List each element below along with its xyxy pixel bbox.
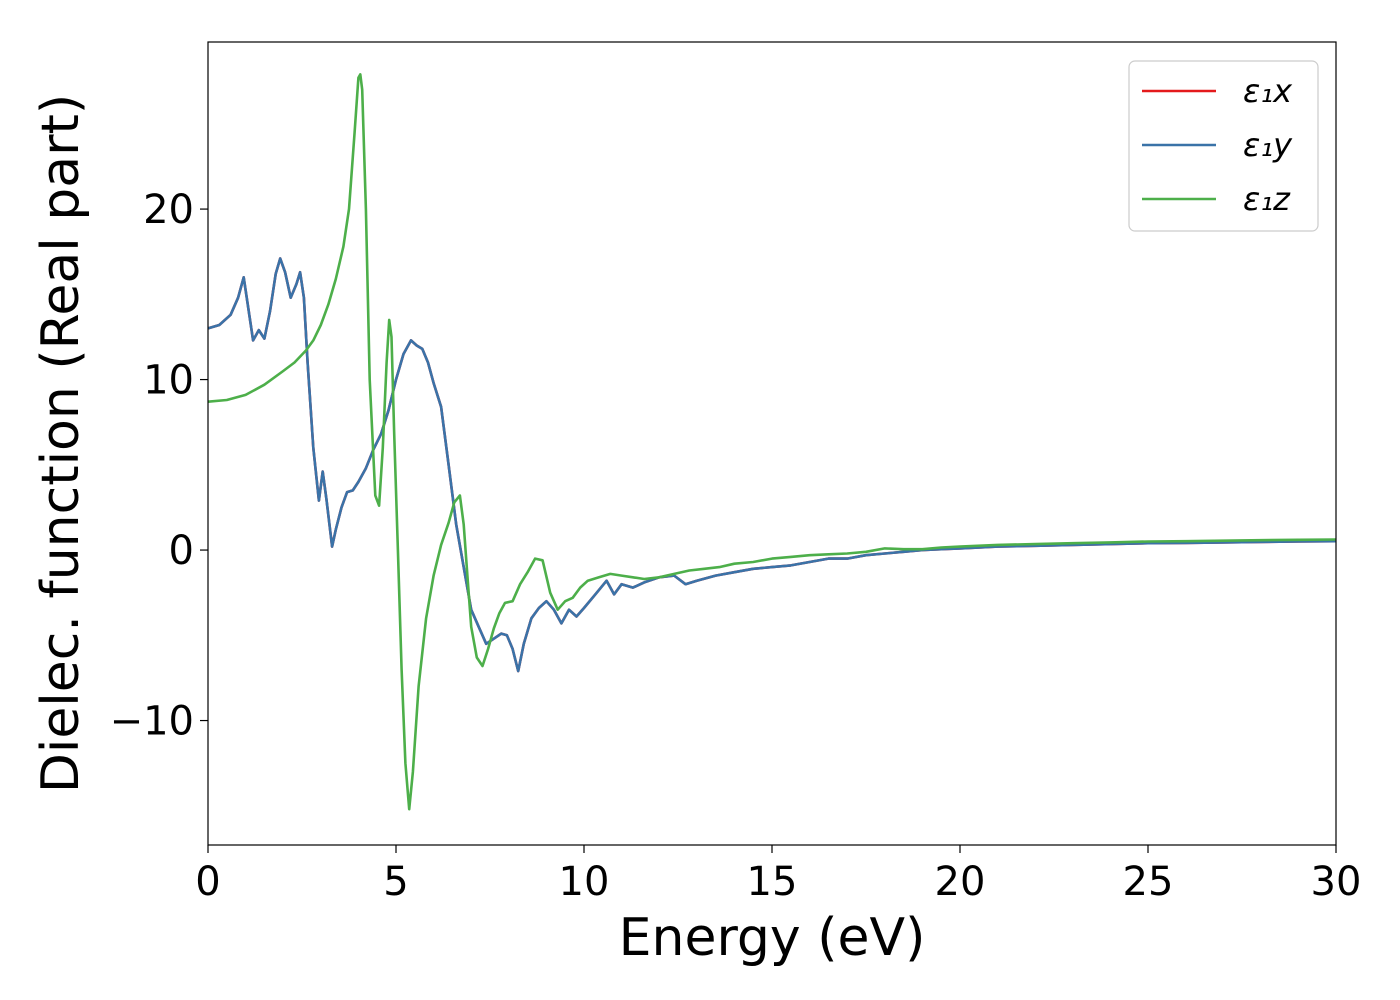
y-tick-label: 20 [143, 187, 194, 233]
x-tick-label: 25 [1123, 859, 1174, 905]
x-tick-label: 30 [1311, 859, 1362, 905]
y-axis-ticks: −10 0 10 20 [110, 187, 208, 745]
x-tick-label: 15 [747, 859, 798, 905]
y-tick-label: 10 [143, 358, 194, 404]
x-axis-ticks: 0 5 10 15 20 25 30 [195, 845, 1361, 905]
x-axis-label: Energy (eV) [619, 908, 926, 968]
legend-label-1: ε₁y [1243, 126, 1293, 164]
y-tick-label: −10 [110, 699, 194, 745]
series-line-0 [207, 257, 1337, 673]
legend-label-0: ε₁x [1243, 72, 1293, 110]
y-tick-label: 0 [169, 528, 194, 574]
x-tick-label: 20 [935, 859, 986, 905]
legend-label-2: ε₁z [1243, 180, 1291, 218]
series-line-1 [207, 257, 1337, 673]
x-tick-label: 10 [559, 859, 610, 905]
x-tick-label: 5 [383, 859, 408, 905]
series-lines [207, 73, 1337, 811]
y-axis-label: Dielec. function (Real part) [31, 94, 91, 793]
legend-box [1128, 60, 1319, 232]
x-tick-label: 0 [195, 859, 220, 905]
series-line-2 [207, 73, 1337, 811]
legend: ε₁x ε₁y ε₁z [1128, 60, 1319, 232]
